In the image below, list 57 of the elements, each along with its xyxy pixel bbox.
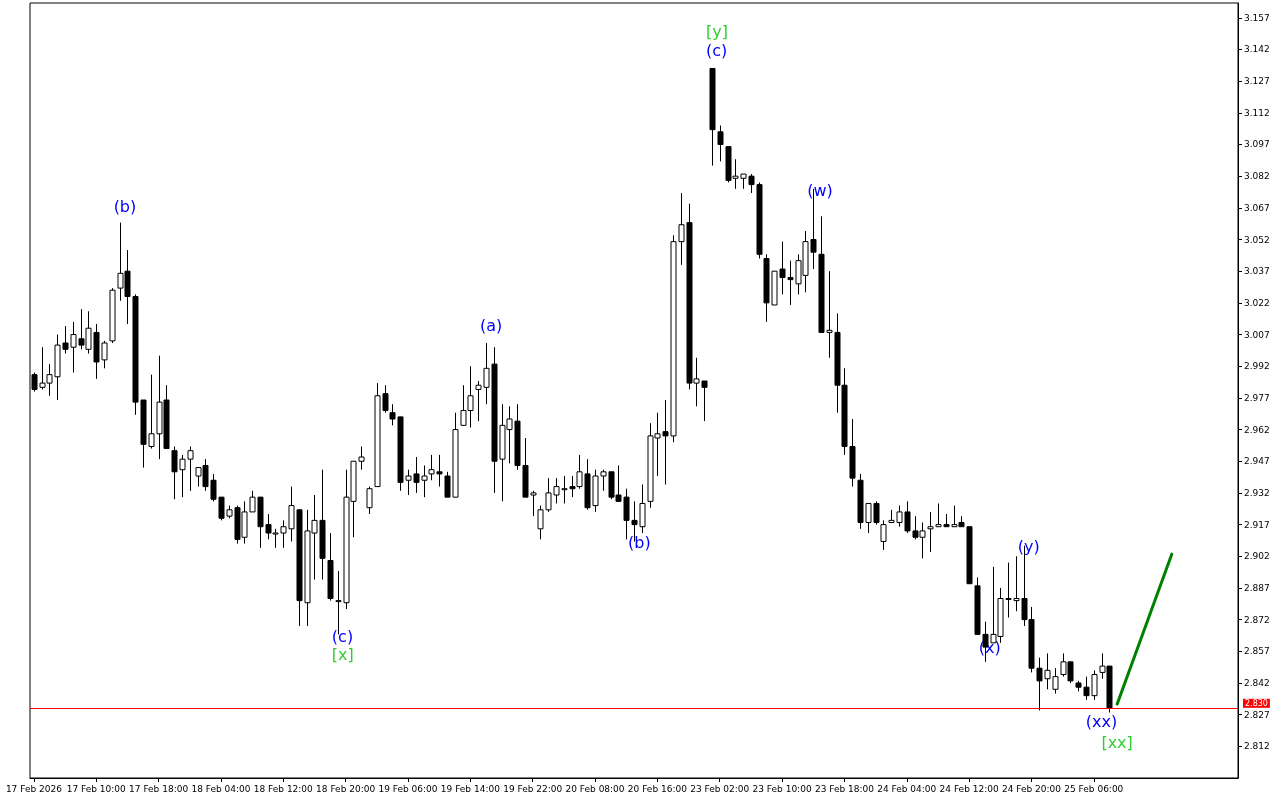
- x-tick-label: 23 Feb 10:00: [752, 783, 812, 794]
- y-tick-label: 2.857: [1244, 646, 1270, 657]
- y-tick-label: 3.157: [1244, 12, 1270, 23]
- x-tick-label: 23 Feb 02:00: [690, 783, 750, 794]
- annotation: (c): [331, 626, 354, 646]
- x-tick-label: 24 Feb 20:00: [1001, 783, 1062, 794]
- x-tick-label: 17 Feb 18:00: [129, 783, 189, 794]
- annotation: (c): [705, 40, 728, 60]
- annotation: (b): [628, 532, 651, 552]
- x-tick-label: 17 Feb 2026: [5, 783, 63, 794]
- y-tick-label: 2.917: [1244, 519, 1270, 530]
- candlestick: [717, 124, 724, 162]
- x-tick-label: 23 Feb 18:00: [814, 783, 875, 794]
- y-tick-label: 3.127: [1244, 76, 1270, 87]
- y-tick-label: 3.097: [1244, 139, 1270, 150]
- x-tick-label: 17 Feb 10:00: [66, 783, 127, 794]
- x-tick-label: 20 Feb 16:00: [627, 783, 688, 794]
- y-tick-label: 3.082: [1244, 171, 1270, 182]
- x-tick-label: 19 Feb 06:00: [378, 783, 438, 794]
- annotation: (b): [113, 196, 137, 216]
- y-tick-label: 3.037: [1244, 266, 1270, 277]
- y-tick-label: 3.052: [1244, 234, 1270, 245]
- y-tick-label: 2.992: [1244, 361, 1270, 372]
- y-tick-label: 3.067: [1244, 202, 1270, 213]
- x-tick-label: 24 Feb 04:00: [877, 783, 937, 794]
- annotation: [x]: [331, 644, 354, 664]
- annotation: [y]: [705, 21, 728, 41]
- candlestick: [880, 519, 887, 551]
- y-tick-label: 3.007: [1244, 329, 1270, 340]
- y-tick-label: 3.022: [1244, 297, 1270, 308]
- annotation: (xx): [1085, 711, 1118, 731]
- x-tick-label: 19 Feb 22:00: [503, 783, 563, 794]
- y-tick-label: 2.827: [1244, 709, 1270, 720]
- y-tick-label: 3.112: [1244, 107, 1270, 118]
- y-tick-label: 2.977: [1244, 392, 1270, 403]
- y-tick-label: 2.932: [1244, 487, 1270, 498]
- x-tick-label: 18 Feb 04:00: [191, 783, 251, 794]
- y-tick-label: 2.962: [1244, 424, 1270, 435]
- x-tick-label: 18 Feb 20:00: [316, 783, 376, 794]
- candlestick: [366, 486, 373, 515]
- x-tick-label: 24 Feb 12:00: [939, 783, 999, 794]
- y-tick-label: 2.947: [1244, 456, 1270, 467]
- x-tick-label: 20 Feb 08:00: [565, 783, 625, 794]
- annotation: [xx]: [1101, 732, 1133, 752]
- x-tick-label: 19 Feb 14:00: [440, 783, 501, 794]
- y-tick-label: 2.902: [1244, 551, 1270, 562]
- x-tick-label: 18 Feb 12:00: [253, 783, 314, 794]
- y-tick-label: 2.887: [1244, 582, 1270, 593]
- y-tick-label: 3.142: [1244, 44, 1270, 55]
- y-tick-label: 2.842: [1244, 677, 1270, 688]
- annotation: (w): [807, 180, 833, 200]
- annotation: (a): [479, 315, 503, 335]
- ref-line-label: 2.830: [1245, 698, 1268, 708]
- x-tick-label: 25 Feb 06:00: [1064, 783, 1124, 794]
- y-tick-label: 2.812: [1244, 741, 1270, 752]
- annotation: (y): [1017, 536, 1040, 556]
- y-tick-label: 2.872: [1244, 614, 1270, 625]
